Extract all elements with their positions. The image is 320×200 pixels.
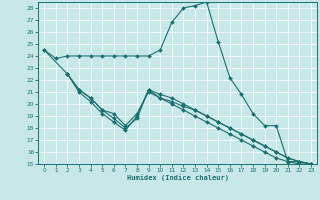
X-axis label: Humidex (Indice chaleur): Humidex (Indice chaleur) <box>127 175 228 181</box>
